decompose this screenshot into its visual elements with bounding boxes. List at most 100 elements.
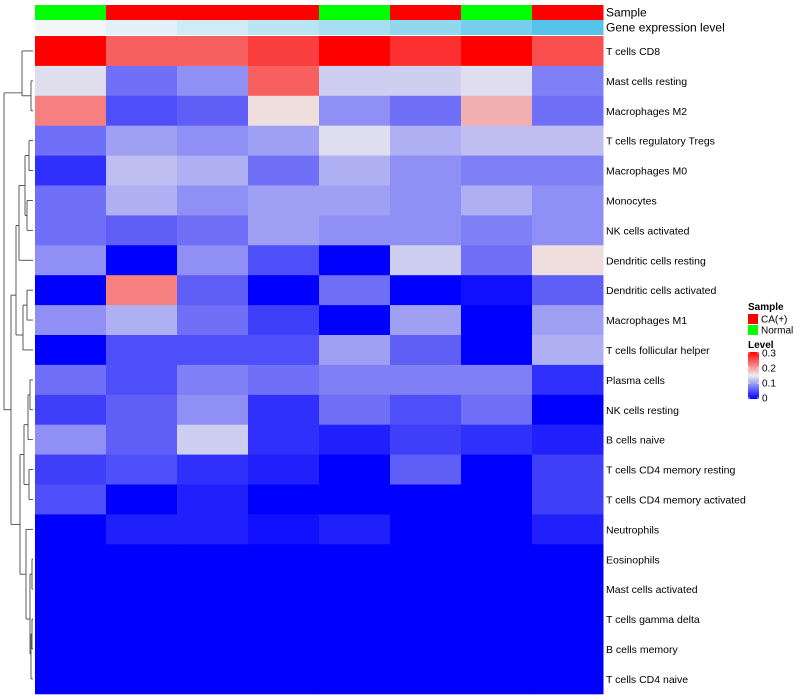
heatmap-cell [248, 65, 320, 97]
heatmap-cells [35, 36, 604, 695]
heatmap-cell [35, 125, 107, 157]
sample-annotation-cell [248, 5, 320, 20]
row-dendrogram [3, 50, 33, 680]
heatmap-cell [35, 663, 107, 695]
expression-annotation-cell [177, 20, 249, 35]
heatmap-cell [248, 514, 320, 545]
heatmap-cell [106, 335, 178, 366]
heatmap-cell [532, 604, 604, 635]
heatmap-cell [35, 364, 107, 396]
heatmap-cell [461, 424, 533, 456]
heatmap-cell [319, 514, 391, 545]
heatmap-cell [177, 514, 249, 545]
heatmap-cell [248, 574, 320, 605]
heatmap-cell [390, 125, 462, 157]
heatmap-cell [390, 634, 462, 665]
expression-annotation-cell [390, 20, 462, 35]
heatmap-cell [461, 95, 533, 127]
heatmap-cell [177, 36, 249, 67]
heatmap-cell [106, 305, 178, 336]
heatmap-cell [390, 364, 462, 396]
heatmap-cell [248, 424, 320, 456]
heatmap-cell [319, 604, 391, 635]
heatmap-cell [461, 663, 533, 695]
heatmap-cell [106, 394, 178, 426]
heatmap-cell [35, 245, 107, 276]
heatmap-cell [106, 36, 178, 67]
heatmap-cell [532, 454, 604, 485]
heatmap-cell [248, 125, 320, 157]
heatmap-cell [461, 245, 533, 276]
heatmap-cell [390, 394, 462, 426]
heatmap-cell [532, 394, 604, 426]
heatmap-cell [390, 215, 462, 246]
heatmap-cell [177, 663, 249, 695]
sample-annotation-cell [532, 5, 604, 20]
row-label: T cells gamma delta [606, 614, 700, 626]
heatmap-cell [248, 215, 320, 246]
heatmap-cell [177, 604, 249, 635]
expression-annotation-cell [532, 20, 604, 35]
heatmap-cell [461, 454, 533, 485]
heatmap-cell [532, 544, 604, 575]
heatmap-cell [177, 394, 249, 426]
row-label: Macrophages M0 [606, 166, 687, 178]
heatmap-cell [106, 663, 178, 695]
row-label: T cells regulatory Tregs [606, 136, 715, 148]
heatmap-cell [390, 185, 462, 216]
legend-level-tick: 0 [762, 394, 768, 405]
heatmap-cell [248, 604, 320, 635]
heatmap-cell [532, 155, 604, 186]
legend-level-tick: 0.1 [762, 379, 776, 390]
heatmap-cell [106, 514, 178, 545]
legend-color-bar [748, 352, 759, 399]
row-label: Dendritic cells activated [606, 285, 716, 297]
row-label: B cells naive [606, 435, 665, 447]
row-label: T cells CD4 memory activated [606, 494, 746, 506]
sample-annotation-cell [106, 5, 178, 20]
heatmap-cell [106, 454, 178, 485]
heatmap-cell [461, 634, 533, 665]
row-label: Mast cells activated [606, 584, 698, 596]
heatmap-cell [532, 574, 604, 605]
heatmap-cell [461, 514, 533, 545]
heatmap-cell [532, 634, 604, 665]
heatmap-cell [390, 424, 462, 456]
heatmap-cell [319, 95, 391, 127]
heatmap-cell [177, 305, 249, 336]
heatmap-cell [532, 245, 604, 276]
row-labels: T cells CD8 Mast cells resting Macrophages… [606, 46, 746, 686]
heatmap-cell [177, 245, 249, 276]
row-label: T cells CD4 memory resting [606, 465, 735, 477]
heatmap-cell [248, 663, 320, 695]
heatmap-cell [106, 604, 178, 635]
heatmap-cell [319, 394, 391, 426]
row-label: B cells memory [606, 644, 679, 656]
heatmap-cell [35, 36, 107, 67]
heatmap-cell [35, 484, 107, 515]
heatmap-cell [532, 65, 604, 97]
heatmap-cell [390, 335, 462, 366]
heatmap-cell [390, 544, 462, 575]
heatmap-cell [461, 185, 533, 216]
heatmap-cell [461, 65, 533, 97]
heatmap-cell [177, 95, 249, 127]
heatmap-cell [106, 364, 178, 396]
heatmap-cell [319, 155, 391, 186]
heatmap-cell [248, 305, 320, 336]
heatmap-cell [390, 514, 462, 545]
sample-annotation-cell [390, 5, 462, 20]
heatmap-cell [319, 305, 391, 336]
heatmap-cell [461, 544, 533, 575]
legend-sample-title: Sample [748, 302, 784, 313]
heatmap-cell [248, 364, 320, 396]
heatmap-cell [461, 36, 533, 67]
heatmap-cell [532, 185, 604, 216]
row-label: T cells CD8 [606, 46, 660, 58]
heatmap-cell [390, 604, 462, 635]
heatmap-cell [248, 394, 320, 426]
heatmap-cell [319, 245, 391, 276]
heatmap-cell [248, 155, 320, 186]
